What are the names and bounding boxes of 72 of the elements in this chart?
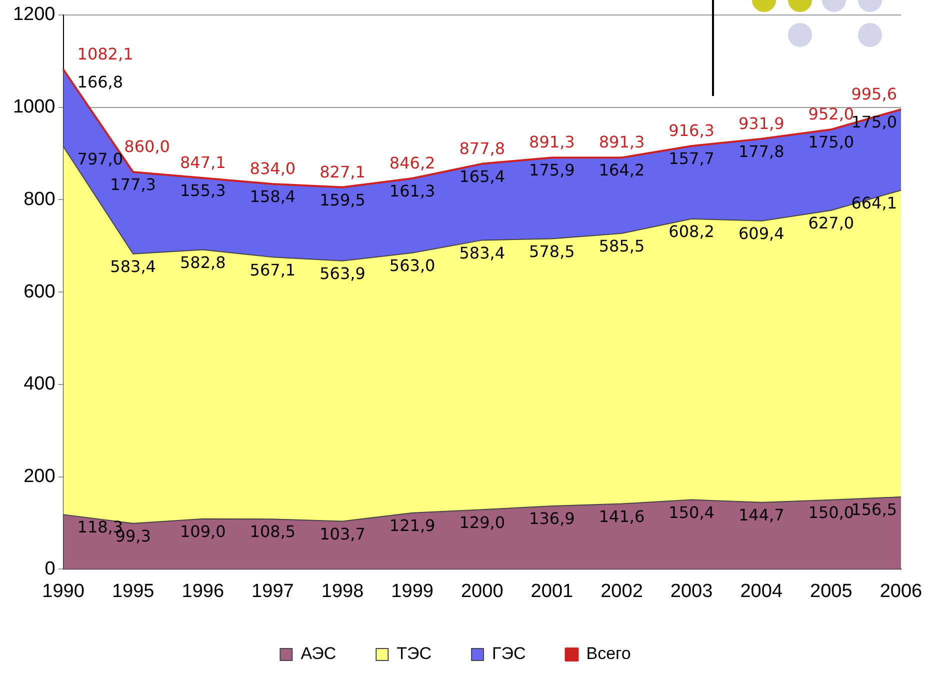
data-label: 159,5 [320,190,366,210]
x-tick-label: 2004 [740,580,783,602]
data-label: 155,3 [180,181,226,200]
data-label: 583,4 [459,243,506,262]
data-label: 847,1 [180,153,226,172]
data-label: 585,5 [598,236,645,256]
data-label: 563,0 [389,256,436,276]
data-label: 103,7 [320,524,366,544]
data-label: 165,4 [459,166,506,186]
data-label: 121,9 [389,516,436,536]
data-label: 891,3 [529,132,575,152]
data-label: 627,0 [808,214,854,233]
data-label: 161,3 [389,182,436,201]
y-tick-label: 1200 [12,4,56,26]
data-label: 609,4 [738,224,784,244]
data-label: 846,2 [389,154,436,173]
data-label: 952,0 [808,104,854,124]
y-tick-label: 1000 [12,96,56,118]
y-tick-label: 0 [44,558,56,580]
data-label: 916,3 [668,121,714,140]
data-label: 136,9 [529,509,575,528]
data-label: 150,0 [808,503,854,522]
data-label: 860,0 [124,137,170,156]
x-tick-label: 1997 [252,580,294,602]
data-label: 164,2 [598,160,645,180]
legend-label: ГЭС [492,644,526,664]
y-tick-label: 400 [24,374,56,395]
data-label: 175,9 [529,160,575,180]
legend-label: Всего [586,644,631,664]
x-tick-label: 2006 [880,580,922,602]
data-label: 1082,1 [77,44,134,64]
data-label: 177,3 [110,175,156,194]
data-label: 578,5 [529,242,575,261]
data-label: 141,6 [598,506,645,526]
data-label: 157,7 [668,149,714,168]
y-tick-label: 200 [24,466,56,488]
data-label: 563,9 [320,264,366,284]
x-tick-label: 1995 [112,580,154,602]
data-label: 827,1 [320,162,366,182]
x-tick-label: 2003 [670,580,713,602]
data-label: 109,0 [180,522,226,542]
data-label: 177,8 [738,142,784,161]
data-label: 175,0 [808,132,854,152]
x-tick-label: 2002 [600,580,643,602]
data-label: 834,0 [250,159,296,178]
data-label: 166,8 [77,72,124,92]
data-label: 891,3 [598,132,645,152]
legend-label: ТЭС [396,644,432,664]
data-label: 129,0 [459,512,506,532]
x-tick-label: 1998 [321,580,364,602]
data-label: 567,1 [250,260,296,280]
x-tick-label: 2001 [530,580,574,602]
x-tick-label: 2000 [460,580,504,602]
data-label: 150,4 [668,502,714,522]
x-tick-label: 2005 [810,580,852,602]
data-label: 797,0 [77,150,124,169]
x-tick-label: 1990 [42,580,84,602]
legend-label: АЭС [300,644,336,664]
data-label: 931,9 [738,114,784,133]
x-tick-label: 1999 [391,580,434,602]
data-label: 582,8 [180,252,226,272]
data-label: 583,4 [110,257,156,276]
y-tick-label: 600 [24,281,56,302]
x-tick-label: 1996 [182,580,224,602]
data-label: 664,1 [851,193,897,212]
data-label: 608,2 [668,222,714,242]
data-label: 877,8 [459,138,506,158]
data-label: 995,6 [851,84,897,104]
y-tick-label: 800 [24,188,56,210]
data-label: 158,4 [250,187,296,206]
data-label: 108,5 [250,522,296,542]
data-label: 144,7 [738,506,784,525]
